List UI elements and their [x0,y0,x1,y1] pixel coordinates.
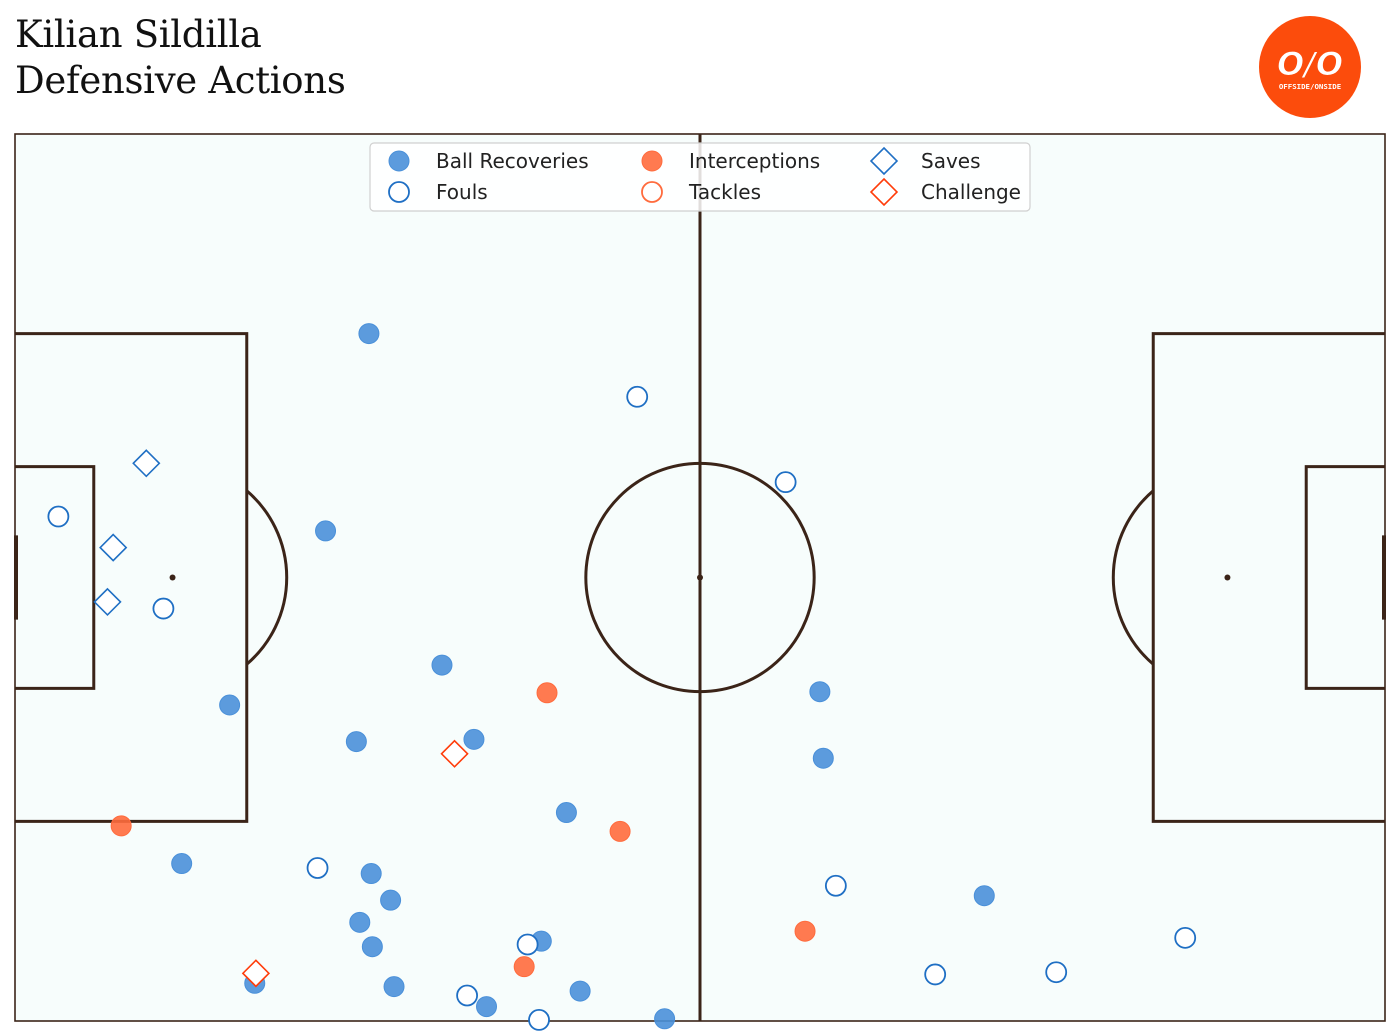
logo-subtext: OFFSIDE/ONSIDE [1279,82,1341,91]
title-line-1: Kilian Sildilla [15,13,262,56]
legend-label-saves: Saves [921,149,981,173]
fouls-marker-6 [456,984,479,1007]
fouls-marker-5 [516,933,539,956]
left-six-yard-box [15,465,96,690]
interceptions-marker-2 [609,820,631,842]
ball-recoveries-marker-4 [345,731,367,753]
ball-recoveries-marker-15 [569,980,591,1002]
fouls-marker-10 [1045,961,1068,984]
left-penalty-spot [169,574,176,581]
fouls-marker-2 [47,505,70,528]
ball-recoveries-marker-2 [431,654,453,676]
ball-recoveries-marker-0 [358,323,380,345]
right-penalty-area [1151,332,1385,823]
fouls-marker-3 [152,597,175,620]
legend-label-interceptions: Interceptions [689,149,820,173]
right-penalty-arc [1111,489,1155,666]
legend-marker-fouls [388,181,410,203]
ball-recoveries-marker-19 [812,747,834,769]
left-penalty-arc [245,489,289,666]
logo-mark: O/O [1277,45,1343,83]
ball-recoveries-marker-9 [380,889,402,911]
chart-title: Kilian Sildilla Defensive Actions [15,12,346,104]
interceptions-marker-0 [536,682,558,704]
fouls-marker-1 [774,471,797,494]
ball-recoveries-marker-1 [315,520,337,542]
ball-recoveries-marker-20 [973,885,995,907]
saves-marker-2 [93,587,122,617]
legend-label-tackles: Tackles [688,180,761,204]
legend-marker-interceptions [641,150,663,172]
ball-recoveries-marker-3 [463,728,485,750]
legend-box [369,142,1031,212]
offside-onside-logo: O/O OFFSIDE/ONSIDE [1258,15,1362,119]
fouls-marker-7 [528,1008,550,1031]
ball-recoveries-marker-16 [476,996,498,1018]
ball-recoveries-marker-12 [361,936,383,958]
legend-label-ball-recoveries: Ball Recoveries [436,149,589,173]
right-penalty-spot [1224,574,1231,581]
ball-recoveries-marker-18 [809,681,831,703]
ball-recoveries-marker-7 [171,853,193,875]
title-line-2: Defensive Actions [15,59,346,102]
legend: Ball Recoveries Fouls Interceptions Tackles… [369,142,1031,212]
interceptions-marker-4 [794,920,816,942]
legend-marker-saves [869,146,899,176]
challenge-marker-1 [241,959,271,988]
ball-recoveries-marker-10 [349,911,371,933]
fouls-marker-0 [626,385,649,408]
legend-label-challenge: Challenge [921,180,1021,204]
legend-marker-tackles [641,181,663,203]
right-six-yard-box [1304,465,1385,690]
action-markers [47,323,1197,1031]
center-circle [584,461,816,694]
interceptions-marker-3 [513,956,535,978]
saves-marker-0 [132,449,161,478]
saves-marker-1 [99,533,128,562]
left-penalty-area [15,332,249,823]
legend-marker-ball-recoveries [388,150,410,172]
fouls-marker-4 [306,857,329,879]
legend-label-fouls: Fouls [436,180,488,204]
challenge-marker-0 [440,739,469,768]
center-spot [697,574,703,581]
interceptions-marker-1 [110,815,132,837]
pitch-lines [14,133,1386,1022]
ball-recoveries-marker-14 [383,976,405,998]
fouls-marker-9 [924,963,947,986]
ball-recoveries-marker-6 [555,802,577,824]
fouls-marker-11 [1174,926,1197,949]
ball-recoveries-marker-17 [654,1008,676,1030]
legend-marker-challenge [869,177,899,207]
ball-recoveries-marker-5 [219,694,241,716]
fouls-marker-8 [824,874,847,897]
ball-recoveries-marker-8 [360,863,382,885]
